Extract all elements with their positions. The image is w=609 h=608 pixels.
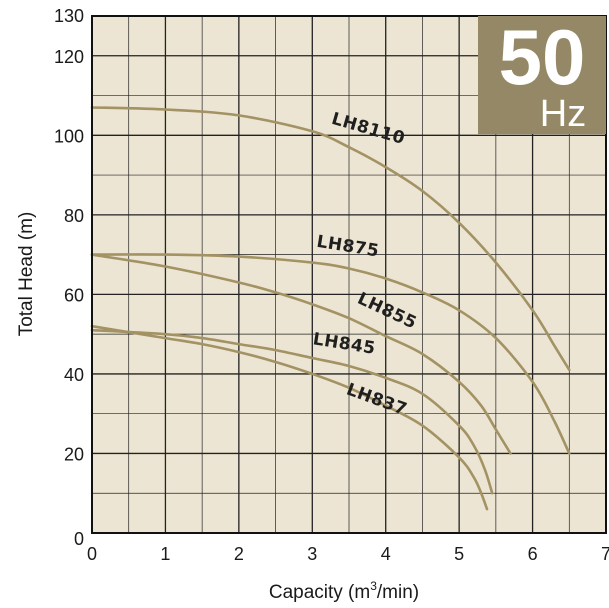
frequency-badge: 50 Hz: [478, 13, 606, 135]
y-tick-label: 130: [54, 6, 84, 26]
badge-unit: Hz: [540, 93, 586, 135]
y-tick-label: 60: [64, 285, 84, 305]
y-tick-label: 40: [64, 365, 84, 385]
x-tick-label: 2: [234, 544, 244, 564]
y-tick-label: 80: [64, 206, 84, 226]
y-tick-label: 20: [64, 444, 84, 464]
y-axis-title: Total Head (m): [16, 212, 37, 337]
y-tick-label: 100: [54, 126, 84, 146]
x-tick-label: 6: [528, 544, 538, 564]
x-axis-title-tail: /min): [377, 582, 419, 603]
x-tick-label: 5: [454, 544, 464, 564]
y-tick-label: 0: [74, 529, 84, 549]
x-tick-label: 7: [601, 544, 609, 564]
x-tick-label: 1: [160, 544, 170, 564]
x-tick-label: 4: [381, 544, 391, 564]
badge-number: 50: [499, 13, 586, 101]
y-axis-ticks: 0 20 40 60 80 100 120 130: [54, 6, 84, 549]
x-tick-label: 0: [87, 544, 97, 564]
x-tick-label: 3: [307, 544, 317, 564]
y-tick-label: 120: [54, 47, 84, 67]
x-axis-title: Capacity (m3/min): [269, 579, 419, 603]
x-axis-ticks: 0 1 2 3 4 5 6 7: [87, 544, 609, 564]
